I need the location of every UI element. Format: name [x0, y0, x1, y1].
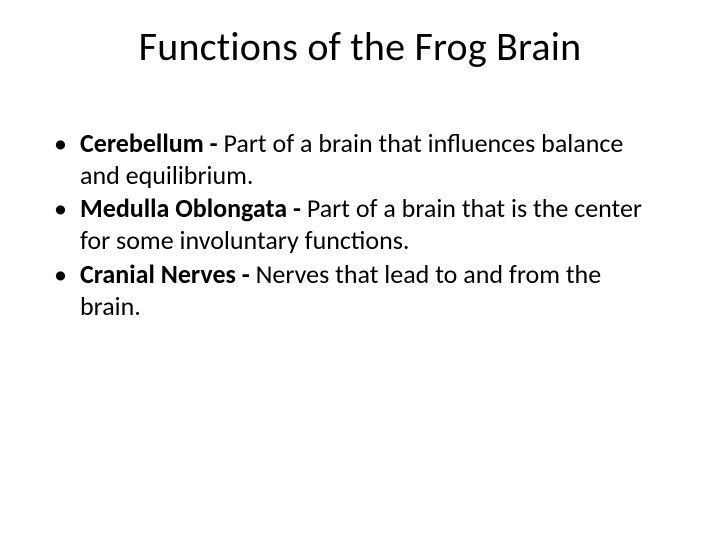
list-item: Cranial Nerves - Nerves that lead to and…	[54, 259, 660, 322]
list-item: Cerebellum - Part of a brain that influe…	[54, 128, 660, 191]
slide-title: Functions of the Frog Brain	[0, 22, 720, 71]
slide-body: Cerebellum - Part of a brain that influe…	[54, 128, 660, 324]
bullet-term: Cranial Nerves -	[80, 258, 256, 290]
bullet-term: Medulla Oblongata -	[80, 192, 307, 224]
bullet-list: Cerebellum - Part of a brain that influe…	[54, 128, 660, 322]
bullet-term: Cerebellum -	[80, 127, 224, 159]
slide: Functions of the Frog Brain Cerebellum -…	[0, 0, 720, 540]
list-item: Medulla Oblongata - Part of a brain that…	[54, 193, 660, 256]
